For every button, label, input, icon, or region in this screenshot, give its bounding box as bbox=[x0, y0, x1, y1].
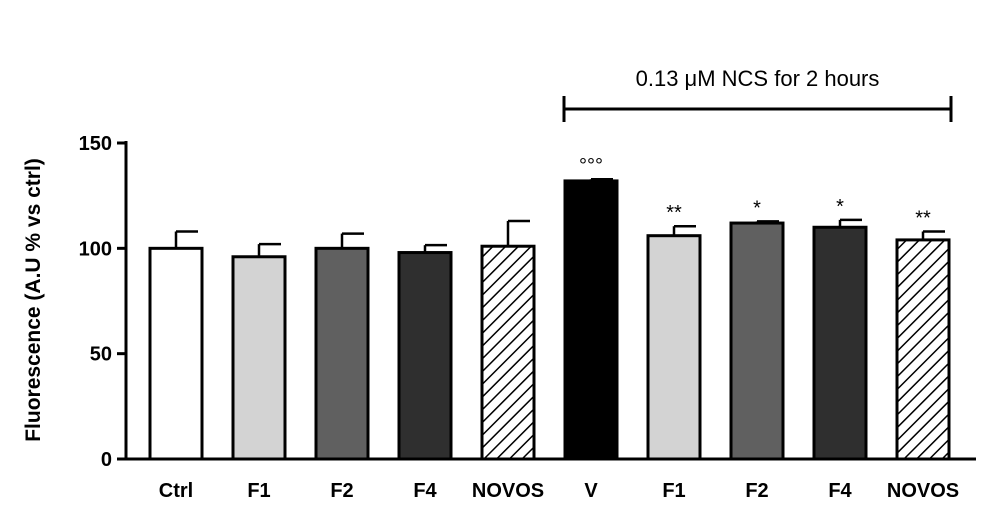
x-tick-label: F1 bbox=[247, 480, 270, 502]
y-tick-label: 50 bbox=[90, 344, 112, 366]
x-tick-label: NOVOS bbox=[887, 480, 959, 502]
bar bbox=[231, 255, 287, 461]
significance-marker: ** bbox=[666, 202, 682, 224]
bar-series: °°°** * *** bbox=[148, 155, 951, 461]
bar bbox=[148, 246, 204, 461]
treatment-bracket: 0.13 μM NCS for 2 hours bbox=[562, 66, 953, 122]
y-axis-ticks: 0 50 100 150 bbox=[79, 133, 126, 471]
x-tick-label: V bbox=[584, 480, 598, 502]
x-tick-label: F2 bbox=[330, 480, 353, 502]
y-tick-label: 100 bbox=[79, 238, 112, 260]
y-tick-label: 0 bbox=[101, 449, 112, 471]
significance-marker: ** bbox=[915, 207, 931, 229]
x-tick-label: F1 bbox=[662, 480, 685, 502]
x-tick-label: NOVOS bbox=[472, 480, 544, 502]
x-axis-tick-labels: Ctrl F1 F2 F4 NOVOS V F1 F2 F4 NOVOS bbox=[159, 480, 959, 502]
bar bbox=[729, 221, 785, 461]
bar bbox=[812, 225, 868, 461]
significance-marker: °°° bbox=[579, 155, 603, 177]
x-tick-label: Ctrl bbox=[159, 480, 193, 502]
bracket-label: 0.13 μM NCS for 2 hours bbox=[636, 66, 880, 91]
bar bbox=[646, 234, 702, 461]
y-axis-label: Fluorescence (A.U % vs ctrl) bbox=[22, 158, 45, 442]
bar bbox=[895, 238, 951, 461]
bar bbox=[480, 244, 536, 461]
x-tick-label: F4 bbox=[413, 480, 437, 502]
significance-marker: * bbox=[753, 197, 761, 219]
x-tick-label: F4 bbox=[828, 480, 852, 502]
x-tick-label: F2 bbox=[745, 480, 768, 502]
y-tick-label: 150 bbox=[79, 133, 112, 155]
significance-marker: * bbox=[836, 196, 844, 218]
bar bbox=[314, 246, 370, 461]
bar bbox=[397, 251, 453, 461]
bar bbox=[563, 179, 619, 461]
